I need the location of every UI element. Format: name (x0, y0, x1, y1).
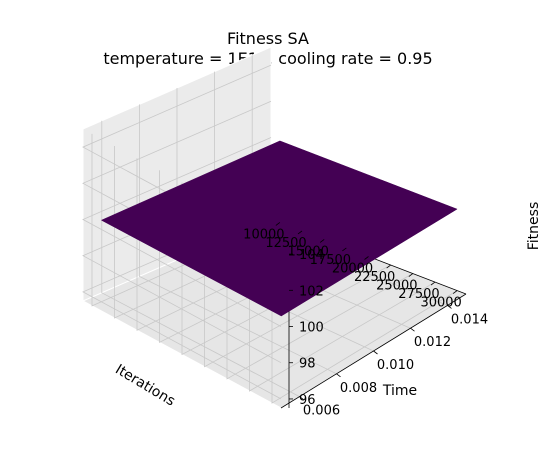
x-tick-mark (297, 230, 303, 235)
x-tick-label: 15000 (288, 244, 329, 259)
x-tick-label: 12500 (265, 236, 306, 251)
tick-labels: 1000012500150001750020000225002500027500… (243, 222, 488, 419)
surface-layer (100, 140, 458, 317)
y-tick-mark (447, 305, 452, 309)
x-tick-label: 27500 (398, 287, 439, 302)
x-tick-mark (430, 281, 436, 286)
x-tick-label: 10000 (243, 227, 284, 242)
x-tick-mark (275, 222, 281, 226)
y-tick-label: 0.012 (414, 335, 451, 350)
x-tick-mark (386, 264, 391, 269)
y-tick-label: 0.006 (303, 404, 340, 419)
y-tick-mark (373, 350, 378, 355)
x-tick-label: 30000 (420, 296, 461, 311)
x-tick-mark (452, 290, 458, 294)
z-tick-label: 98 (299, 357, 316, 372)
y-gridline (138, 104, 337, 375)
x-tick-label: 25000 (376, 279, 417, 294)
z-tick-label: 104 (299, 248, 324, 263)
x-axis-label: Iterations (112, 362, 177, 410)
z-tick-label: 100 (299, 321, 324, 336)
x-tick-mark (364, 256, 369, 260)
y-tick-mark (410, 327, 415, 332)
z-tick-label: 96 (299, 393, 316, 408)
y-tick-label: 0.014 (451, 312, 488, 327)
y-axis-label: Time (382, 383, 417, 399)
y-tick-label: 0.008 (340, 381, 377, 396)
z-gridline (82, 137, 282, 327)
fitness-surface (100, 140, 458, 317)
x-tick-mark (408, 273, 414, 277)
x-tick-mark (342, 247, 347, 252)
y-tick-mark (336, 373, 341, 378)
y-tick-mark (299, 396, 304, 400)
y-gridline (101, 120, 300, 397)
y-tick-label: 0.010 (377, 358, 414, 373)
x-tick-mark (319, 239, 325, 243)
chart-title: Fitness SA (227, 29, 309, 48)
z-axis-label: Fitness (526, 202, 542, 251)
x-tick-label: 20000 (332, 262, 373, 277)
z-tick-label: 102 (299, 284, 324, 299)
x-tick-label: 17500 (310, 253, 351, 268)
x-tick-label: 22500 (354, 270, 395, 285)
